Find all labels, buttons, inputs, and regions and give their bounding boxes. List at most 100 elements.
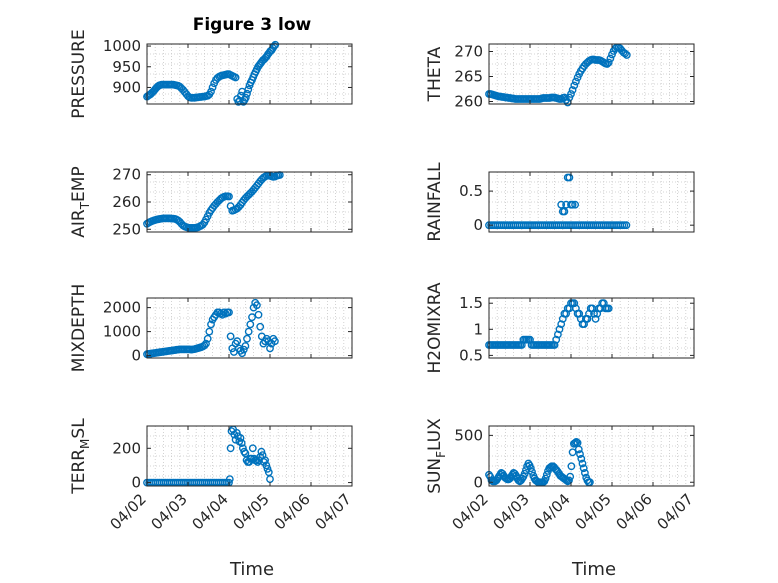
axes-frame [488, 43, 695, 105]
y-tick-label: 270 [454, 43, 483, 61]
axes-frame [488, 297, 695, 359]
data-point [240, 447, 249, 456]
data-point [603, 60, 611, 68]
axes-frame [146, 425, 353, 487]
data-point [577, 454, 586, 463]
data-point [520, 469, 529, 478]
data-point [232, 428, 241, 437]
series-points [485, 43, 631, 107]
data-point [604, 58, 613, 67]
data-point [207, 87, 215, 96]
data-point [590, 309, 598, 318]
series-points [485, 299, 613, 349]
data-point [241, 93, 250, 102]
data-point [246, 320, 255, 329]
x-tick-label: 04/07 [312, 490, 355, 533]
x-tick-label: 04/03 [490, 490, 533, 533]
data-point [622, 51, 631, 59]
data-point [243, 89, 251, 98]
axes-frame [488, 425, 695, 487]
data-point [565, 173, 574, 182]
data-point [571, 200, 579, 209]
y-tick-label: 950 [112, 58, 141, 76]
data-point [568, 86, 577, 94]
data-point [225, 475, 234, 483]
data-point [241, 342, 250, 350]
data-point [226, 332, 235, 341]
panel-mixdepth: 0 1000 2000 MIXDEPTH [69, 284, 353, 373]
y-tick-label: 1000 [103, 323, 141, 341]
panel-rainfall: 0 0.5 RAINFALL [425, 162, 695, 242]
x-tick-label: 04/05 [230, 490, 273, 533]
data-point [566, 472, 575, 481]
x-tick-label: 04/07 [654, 490, 697, 533]
y-axis-label: SUNFLUX [425, 418, 448, 494]
panel-pressure: 900 950 1000 PRESSURE [69, 29, 353, 119]
data-point [254, 310, 263, 319]
data-point [203, 334, 212, 343]
data-point [207, 320, 215, 329]
y-axis-label: THETA [425, 46, 445, 102]
data-point [200, 341, 209, 350]
data-point [554, 330, 562, 339]
data-point [581, 468, 589, 477]
data-point [591, 314, 600, 323]
data-point [565, 476, 573, 485]
y-tick-label: 0.5 [459, 346, 483, 364]
axes-frame [488, 171, 695, 233]
data-point [526, 464, 535, 473]
y-tick-label: 260 [112, 193, 141, 211]
data-point [570, 81, 579, 90]
y-tick-label: 1000 [103, 37, 141, 55]
data-point [239, 345, 248, 354]
axes-frame [146, 297, 353, 359]
x-axis-label-left: Time [229, 559, 274, 580]
data-point [226, 444, 235, 453]
data-point [220, 308, 229, 317]
y-tick-label: 0 [473, 216, 483, 234]
y-tick-label: 900 [112, 78, 141, 96]
data-point [552, 335, 561, 344]
data-point [225, 192, 233, 201]
x-tick-label: 04/05 [572, 490, 615, 533]
data-point [557, 320, 566, 328]
y-axis-label: MIXDEPTH [69, 284, 89, 373]
data-point [238, 349, 247, 358]
y-tick-label: 265 [454, 68, 483, 86]
panel-h2omixra: 0.5 1 1.5 H2OMIXRA [425, 282, 695, 374]
data-point [244, 327, 253, 336]
data-point [257, 447, 266, 456]
data-point [231, 73, 240, 82]
y-tick-label: 1.5 [459, 294, 483, 312]
data-point [252, 301, 261, 310]
data-point [571, 438, 579, 447]
axes-frame [146, 43, 353, 105]
y-tick-label: 0 [131, 474, 141, 492]
data-point [233, 337, 242, 346]
data-point [248, 313, 256, 322]
y-tick-label: 250 [112, 220, 141, 238]
data-point [225, 308, 233, 317]
data-point [542, 470, 551, 479]
data-point [621, 49, 629, 58]
panel-theta: 260 265 270 THETA [425, 43, 695, 111]
x-axis-label-right: Time [571, 559, 616, 580]
data-point [528, 467, 536, 476]
x-tick-label: 04/02 [449, 490, 492, 533]
y-tick-label: 0 [473, 473, 483, 491]
series-points [143, 40, 280, 106]
data-point [557, 200, 566, 209]
data-point [572, 77, 580, 86]
y-axis-label: PRESSURE [69, 29, 89, 118]
data-point [271, 40, 280, 49]
y-tick-label: 200 [112, 439, 141, 457]
x-tick-label: 04/04 [189, 490, 232, 533]
y-axis-label: AIRTEMP [69, 166, 92, 237]
series-points [485, 173, 631, 230]
series-points [485, 437, 594, 487]
x-tick-label: 04/03 [148, 490, 191, 533]
data-point [567, 90, 575, 98]
